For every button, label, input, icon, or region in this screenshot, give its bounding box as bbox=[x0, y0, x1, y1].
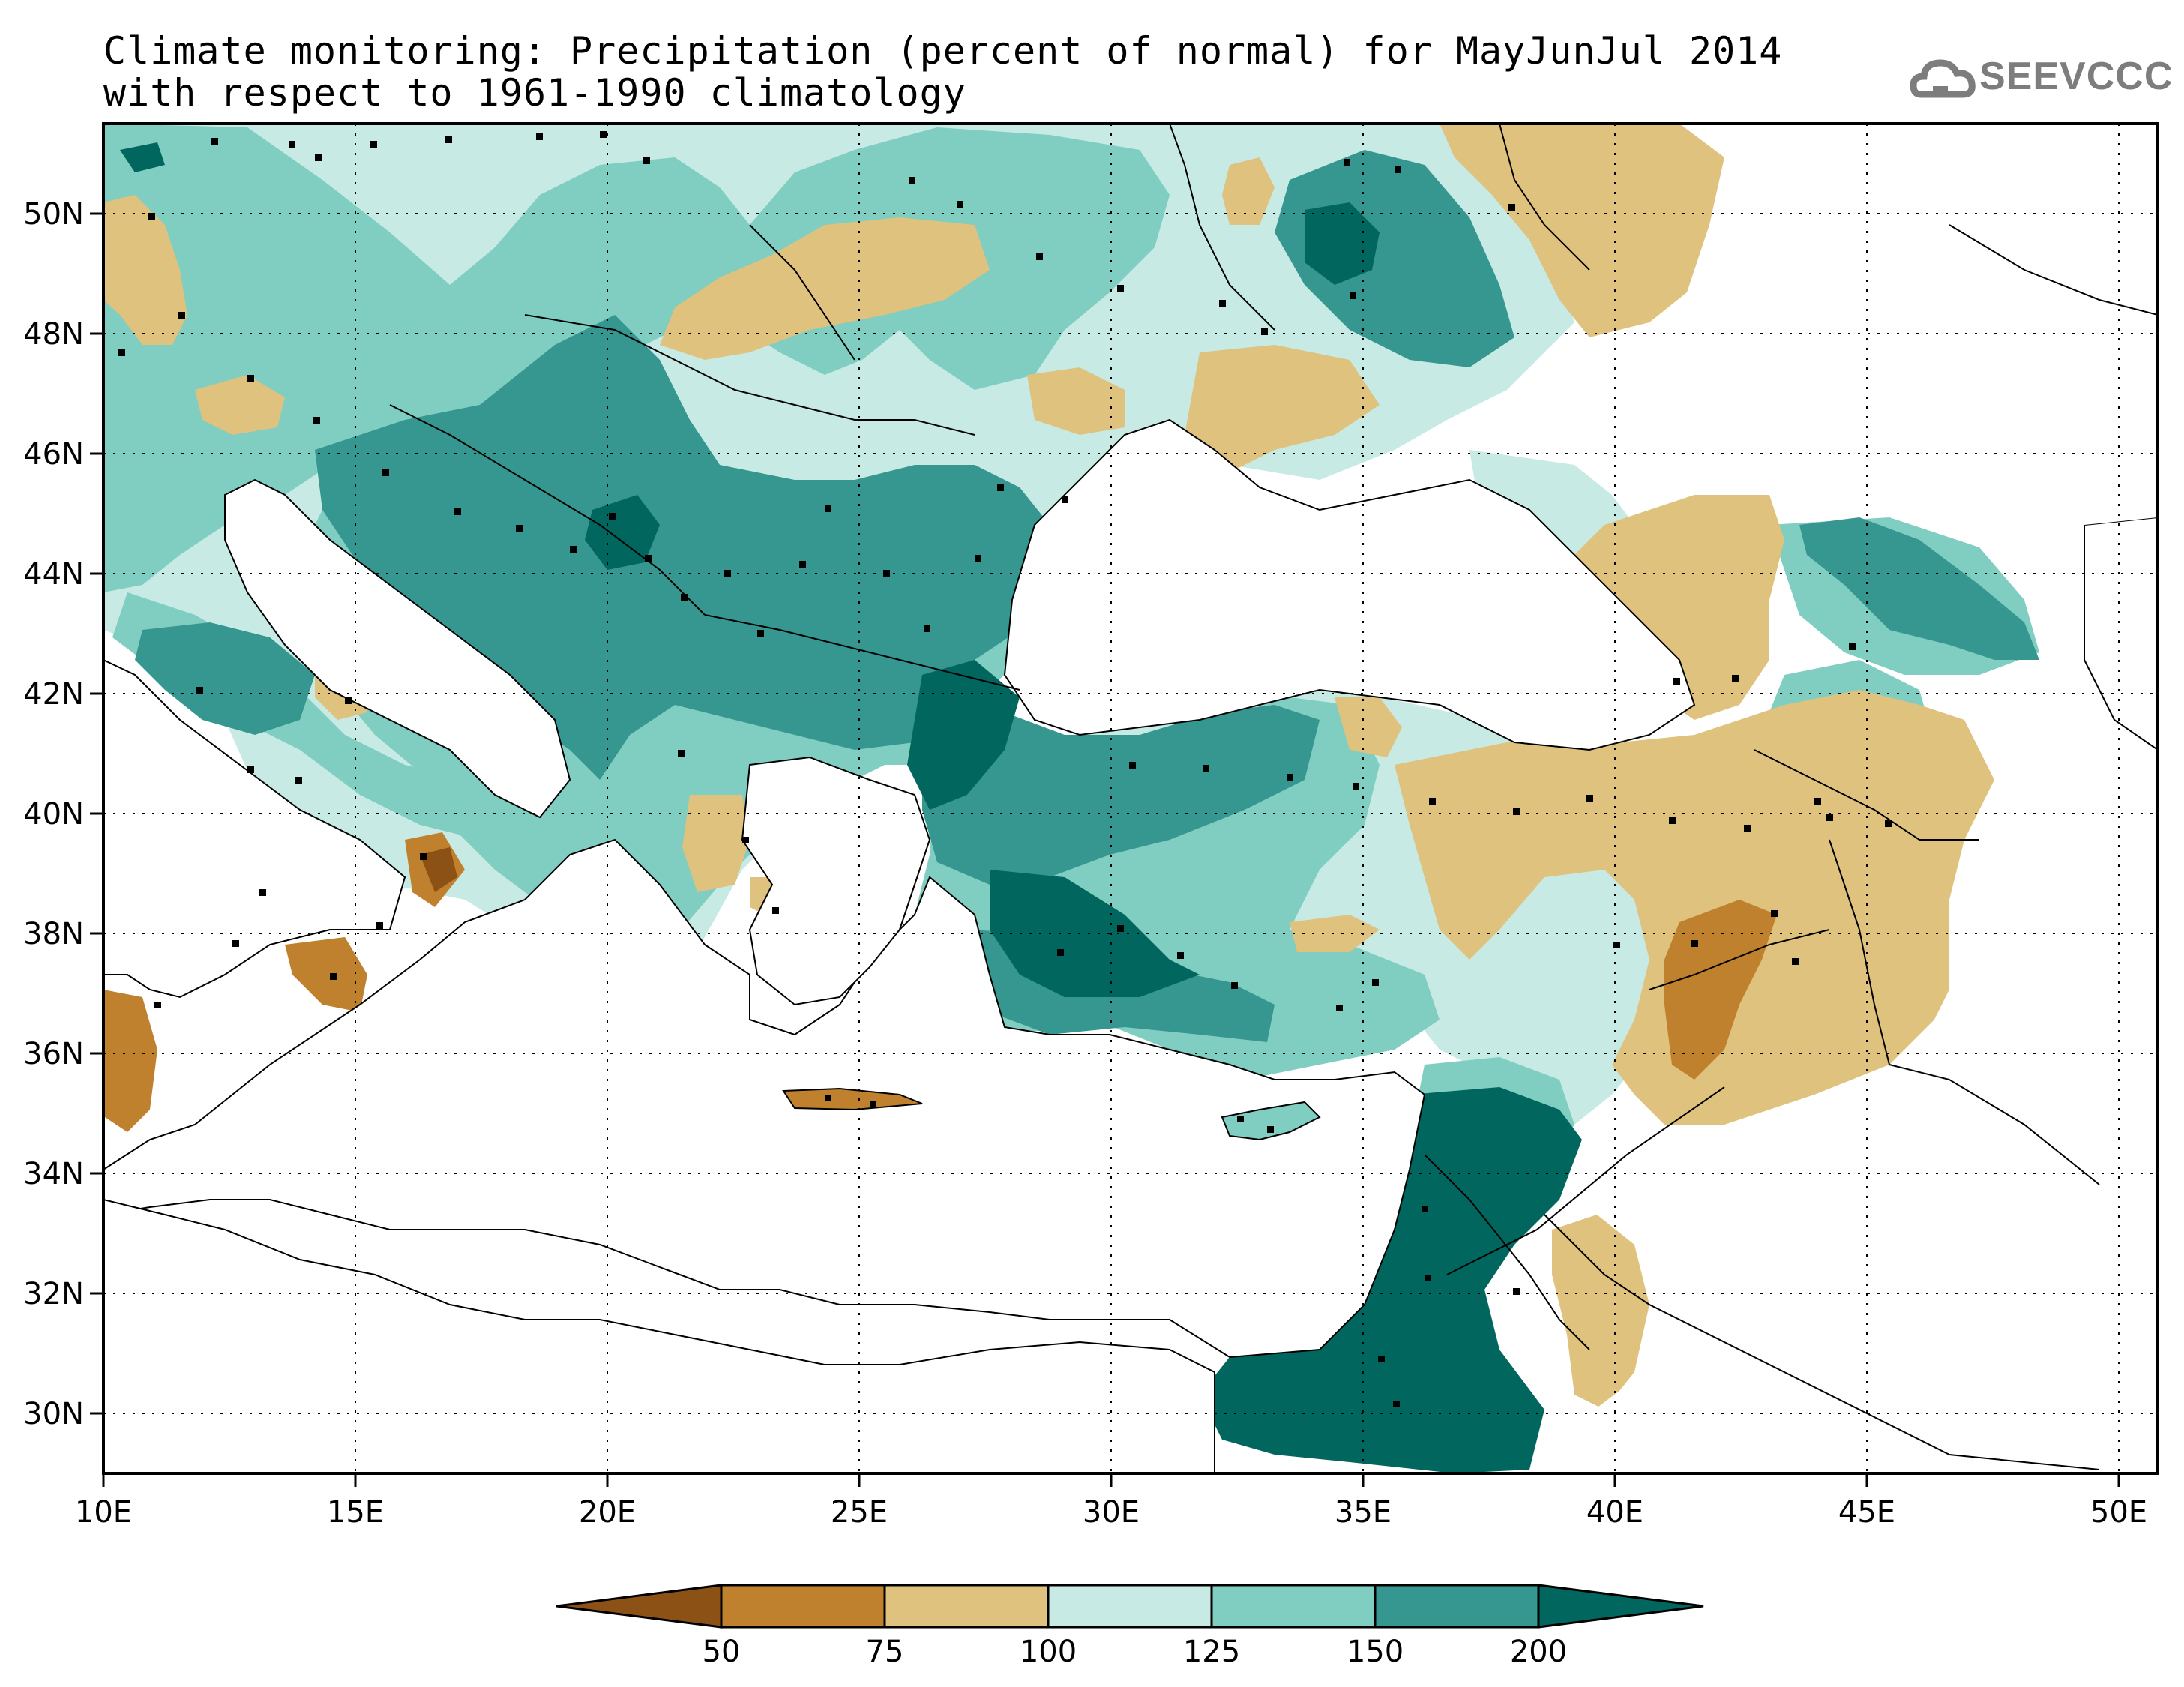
lon-label-40e: 40E bbox=[1586, 1495, 1643, 1530]
lon-label-25e: 25E bbox=[831, 1495, 888, 1530]
colorbar-bin-125-150 bbox=[1210, 1584, 1377, 1629]
longitude-labels: 10E 15E 20E 25E 30E 35E 40E 45E 50E bbox=[75, 1495, 2147, 1530]
lon-label-30e: 30E bbox=[1083, 1495, 1140, 1530]
field-75-100-jordan bbox=[1552, 1215, 1649, 1410]
field-150-200-ukraine bbox=[1275, 150, 1514, 367]
colorbar: 50 75 100 125 150 200 bbox=[556, 1584, 1704, 1669]
lon-label-35e: 35E bbox=[1335, 1495, 1392, 1530]
field-75-100-cyprus-north bbox=[1290, 915, 1380, 952]
tyrrhenian-sea bbox=[103, 658, 406, 999]
crete bbox=[782, 1087, 923, 1111]
lat-label-40n: 40N bbox=[23, 797, 84, 832]
field-75-100-bulgaria bbox=[1027, 367, 1125, 435]
field-over-200-balkans bbox=[907, 660, 1020, 810]
lat-label-50n: 50N bbox=[23, 197, 84, 232]
lon-label-45e: 45E bbox=[1838, 1495, 1895, 1530]
mediterranean-sea bbox=[103, 838, 1426, 1359]
field-over-200-anatolia bbox=[990, 870, 1200, 997]
lat-label-42n: 42N bbox=[23, 677, 84, 712]
map-frame bbox=[102, 122, 2159, 1475]
field-under-50-calabria bbox=[420, 847, 457, 892]
field-75-100-east-turkey bbox=[1395, 690, 1994, 1125]
lat-label-48n: 48N bbox=[23, 317, 84, 352]
field-75-100-romania bbox=[660, 217, 990, 360]
seevccc-logo: SEEVCCC bbox=[1910, 46, 2172, 114]
lat-label-38n: 38N bbox=[23, 917, 84, 951]
colorbar-bin-75-100 bbox=[883, 1584, 1050, 1629]
country-borders bbox=[389, 124, 2158, 1470]
field-over-200-ukraine bbox=[1305, 202, 1380, 285]
adriatic-sea bbox=[224, 478, 571, 819]
south-east-no-data bbox=[1529, 720, 2158, 1473]
axis-ticks bbox=[90, 212, 2120, 1487]
black-sea bbox=[1003, 418, 1696, 751]
field-50-75-sicily bbox=[285, 937, 367, 1012]
field-75-100-greece bbox=[682, 795, 750, 892]
latitude-labels: 30N 32N 34N 36N 38N 40N 42N 44N 46N 48N … bbox=[23, 197, 84, 1431]
colorbar-bin-150-200 bbox=[1374, 1584, 1540, 1629]
lon-label-10e: 10E bbox=[75, 1495, 132, 1530]
lat-label-32n: 32N bbox=[23, 1277, 84, 1311]
colorbar-arrow-high bbox=[1537, 1584, 1704, 1629]
field-75-100-austria bbox=[103, 195, 187, 345]
field-over-200-serbia bbox=[585, 495, 660, 570]
lat-label-34n: 34N bbox=[23, 1157, 84, 1191]
logo-text: SEEVCCC bbox=[1979, 55, 2174, 98]
lat-label-46n: 46N bbox=[23, 437, 84, 472]
colorbar-arrow-low bbox=[556, 1584, 723, 1629]
colorbar-label-75: 75 bbox=[866, 1635, 904, 1669]
colorbar-label-100: 100 bbox=[1020, 1635, 1077, 1669]
lon-label-20e: 20E bbox=[579, 1495, 636, 1530]
lat-label-30n: 30N bbox=[23, 1397, 84, 1431]
colorbar-label-200: 200 bbox=[1510, 1635, 1567, 1669]
north-africa-no-data bbox=[103, 1198, 1215, 1473]
field-75-100-slovenia bbox=[195, 375, 285, 435]
graticule bbox=[103, 124, 2158, 1473]
cyprus bbox=[1221, 1101, 1321, 1141]
field-150-200-balkans bbox=[315, 315, 1057, 780]
colorbar-label-150: 150 bbox=[1347, 1635, 1404, 1669]
field-75-100-poland-east bbox=[1222, 157, 1275, 225]
sea-areas bbox=[103, 124, 2158, 1473]
colorbar-label-50: 50 bbox=[703, 1635, 741, 1669]
lon-label-15e: 15E bbox=[327, 1495, 384, 1530]
caspian-sea-edge bbox=[2084, 516, 2158, 751]
field-over-200-levant bbox=[1200, 1087, 1582, 1473]
aegean-sea bbox=[741, 756, 931, 1006]
map-title-line1: Climate monitoring: Precipitation (perce… bbox=[103, 29, 1783, 73]
field-150-200-italy bbox=[135, 622, 315, 735]
field-150-200-turkey bbox=[922, 705, 1320, 885]
lon-label-50e: 50E bbox=[2090, 1495, 2147, 1530]
station-markers bbox=[118, 131, 1892, 1407]
cloud-icon bbox=[1910, 59, 1976, 98]
lat-label-44n: 44N bbox=[23, 557, 84, 592]
field-over-200-italy-east bbox=[120, 142, 165, 172]
field-75-100-turkey-coast bbox=[1335, 697, 1402, 757]
colorbar-bin-50-75 bbox=[720, 1584, 886, 1629]
east-no-data bbox=[1649, 124, 2158, 525]
precipitation-fields bbox=[103, 124, 2039, 1473]
colorbar-bin-100-125 bbox=[1047, 1584, 1213, 1629]
field-150-200-caucasus bbox=[1799, 517, 2039, 660]
field-75-100-ukraine bbox=[1440, 124, 1724, 337]
lat-label-36n: 36N bbox=[23, 1037, 84, 1071]
field-50-75-sardinia bbox=[103, 990, 157, 1132]
map-title-line2: with respect to 1961-1990 climatology bbox=[103, 71, 966, 115]
colorbar-label-125: 125 bbox=[1183, 1635, 1240, 1669]
